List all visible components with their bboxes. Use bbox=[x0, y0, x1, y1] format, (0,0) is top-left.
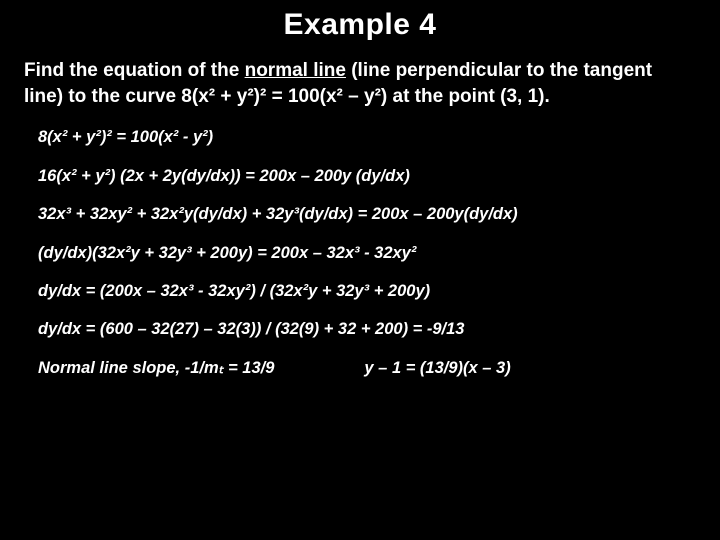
problem-prompt: Find the equation of the normal line (li… bbox=[20, 58, 700, 109]
step-line: dy/dx = (600 – 32(27) – 32(3)) / (32(9) … bbox=[38, 319, 700, 340]
step-line: (dy/dx)(32x²y + 32y³ + 200y) = 200x – 32… bbox=[38, 243, 700, 264]
prompt-text-pre: Find the equation of the bbox=[24, 60, 245, 81]
normal-slope-text: Normal line slope, -1/mₜ = 13/9 bbox=[38, 358, 274, 379]
step-line: 8(x² + y²)² = 100(x² - y²) bbox=[38, 127, 700, 148]
normal-equation-text: y – 1 = (13/9)(x – 3) bbox=[364, 358, 510, 379]
step-line: dy/dx = (200x – 32x³ - 32xy²) / (32x²y +… bbox=[38, 281, 700, 302]
final-line: Normal line slope, -1/mₜ = 13/9 y – 1 = … bbox=[38, 358, 700, 379]
solution-steps: 8(x² + y²)² = 100(x² - y²) 16(x² + y²) (… bbox=[20, 127, 700, 379]
step-line: 16(x² + y²) (2x + 2y(dy/dx)) = 200x – 20… bbox=[38, 166, 700, 187]
slide: Example 4 Find the equation of the norma… bbox=[0, 0, 720, 540]
step-line: 32x³ + 32xy² + 32x²y(dy/dx) + 32y³(dy/dx… bbox=[38, 204, 700, 225]
slide-title: Example 4 bbox=[20, 8, 700, 42]
prompt-underline: normal line bbox=[245, 60, 346, 81]
